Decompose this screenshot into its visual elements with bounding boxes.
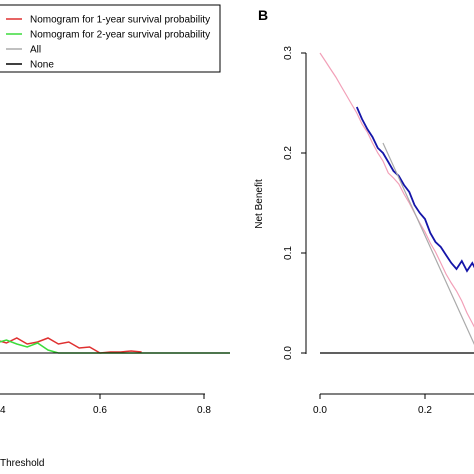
- legend: Nomogram for 1-year survival probability…: [0, 4, 221, 73]
- legend-label: Nomogram for 2-year survival probability: [30, 30, 210, 41]
- panel-a-x-tick-label: 0.8: [197, 405, 211, 416]
- panel-a-x-tick-label: 0.6: [93, 405, 107, 416]
- legend-entries: Nomogram for 1-year survival probability…: [6, 15, 210, 71]
- panel-b-y-tick-label: 0.1: [283, 246, 294, 260]
- panel-b: B 0.0 0.1 0.2 0.3 0.0 0.2 Net Benefit: [254, 7, 474, 416]
- legend-box: [0, 4, 221, 73]
- panel-b-letter: B: [258, 7, 268, 23]
- panel-a-series-line-0: [0, 337, 142, 354]
- panel-b-y-tick-label: 0.0: [283, 346, 294, 360]
- legend-label: All: [30, 45, 41, 56]
- panel-b-series: [319, 52, 474, 354]
- legend-label: None: [30, 60, 54, 71]
- panel-b-y-axis-title: Net Benefit: [254, 179, 265, 229]
- panel-b-series-line-1: [355, 106, 474, 273]
- panel-b-x-tick-label: 0.0: [313, 405, 327, 416]
- panel-a-x-axis-title: Threshold: [0, 458, 44, 469]
- panel-a-partial-tick-label: 4: [0, 405, 6, 416]
- panel-b-x-ticks: 0.0 0.2: [313, 394, 432, 416]
- panel-b-y-ticks: 0.0 0.1 0.2 0.3: [283, 46, 306, 360]
- legend-label: Nomogram for 1-year survival probability: [30, 15, 210, 26]
- panel-b-series-line-0: [319, 52, 474, 328]
- panel-b-series-line-2: [382, 142, 474, 346]
- panel-a-series-line-1: [0, 339, 230, 354]
- panel-b-y-tick-label: 0.2: [283, 146, 294, 160]
- panel-a-series: [0, 337, 230, 354]
- panel-a-x-ticks: 0.6 0.8: [93, 394, 211, 416]
- panel-b-y-tick-label: 0.3: [283, 46, 294, 60]
- panel-b-x-tick-label: 0.2: [418, 405, 432, 416]
- panel-a: 0.6 0.8 4 Threshold Nomogram for 1-year s…: [0, 4, 230, 469]
